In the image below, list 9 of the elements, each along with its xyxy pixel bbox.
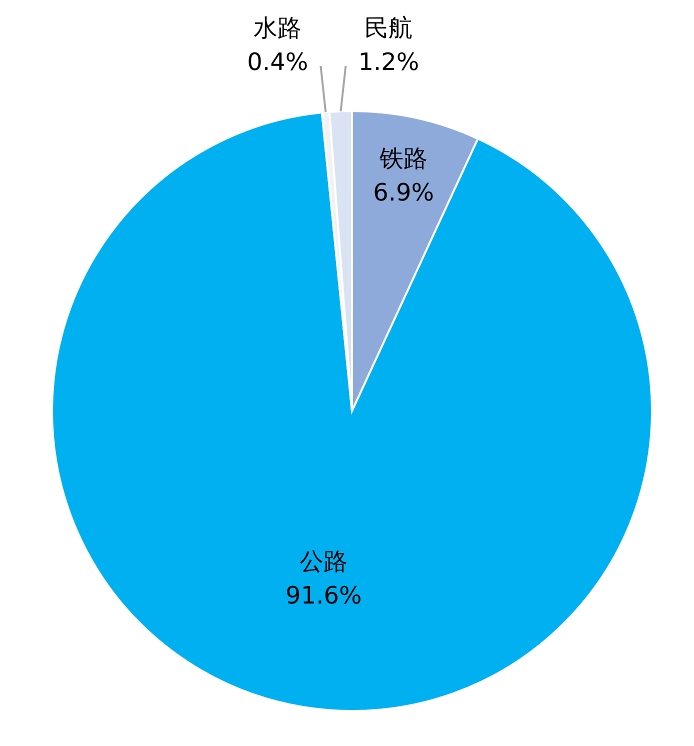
slice-label: 水路 <box>254 14 302 42</box>
pie-slice <box>52 112 653 712</box>
data-label: 91.6% <box>286 582 362 610</box>
data-label: 1.2% <box>358 48 420 76</box>
data-label: 6.9% <box>373 178 434 207</box>
data-label: 0.4% <box>247 48 308 76</box>
slice-label: 民航 <box>364 14 413 42</box>
slice-label: 公路 <box>300 548 348 576</box>
slice-label: 铁路 <box>378 144 428 173</box>
